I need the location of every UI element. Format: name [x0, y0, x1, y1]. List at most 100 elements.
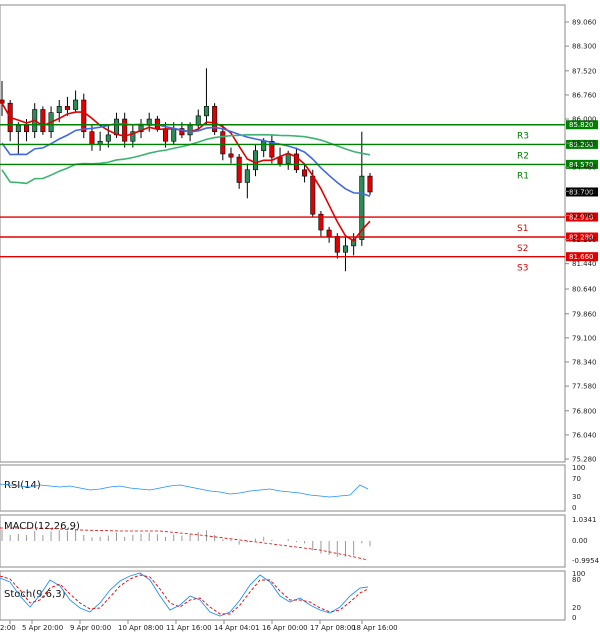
level-price-label: 84.570 — [569, 161, 594, 169]
price-tick-label: 76.040 — [572, 431, 597, 439]
level-price-label: 82.280 — [569, 234, 594, 242]
x-tick-label: 16 Apr 00:00 — [262, 624, 308, 632]
price-tick-label: 89.060 — [572, 19, 597, 27]
level-name-r2: R2 — [517, 151, 529, 161]
candle-bull — [359, 175, 365, 240]
level-price-label: 81.660 — [569, 253, 594, 261]
candle-bull — [56, 106, 62, 113]
x-tick-label: 2:00 — [0, 624, 16, 632]
macd-tick-zero: 0.00 — [572, 537, 588, 545]
price-tick-label: 83.720 — [572, 188, 597, 196]
level-name-r3: R3 — [517, 132, 529, 142]
candle-bear — [154, 118, 160, 129]
price-tick-label: 75.280 — [572, 456, 597, 464]
level-price-label: 82.910 — [569, 214, 594, 222]
candle-bear — [326, 229, 332, 237]
x-tick-label: 5 Apr 20:00 — [22, 624, 63, 632]
x-tick-label: 14 Apr 04:01 — [214, 624, 260, 632]
x-tick-label: 9 Apr 00:00 — [70, 624, 111, 632]
macd-signal-line — [0, 527, 369, 561]
x-tick-label: 10 Apr 08:00 — [118, 624, 164, 632]
candle-bull — [253, 150, 259, 171]
price-tick-label: 85.240 — [572, 140, 597, 148]
stoch-tick-80: 80 — [572, 576, 581, 584]
level-price-label: 85.820 — [569, 121, 594, 129]
level-name-s1: S1 — [517, 224, 528, 234]
stoch-tick-0: 0 — [572, 614, 576, 622]
stoch-tick-20: 20 — [572, 604, 581, 612]
rsi-line — [0, 483, 369, 498]
candle-bear — [318, 213, 324, 231]
candle-bull — [73, 99, 79, 110]
candle-bear — [163, 128, 169, 142]
macd-tick-top: 1.0341 — [572, 516, 597, 524]
price-tick-label: 81.440 — [572, 260, 597, 268]
candle-bear — [302, 169, 308, 177]
candle-bull — [244, 169, 250, 183]
level-price-box — [566, 159, 598, 169]
candle-bear — [220, 131, 226, 155]
price-tick-label: 82.200 — [572, 236, 597, 244]
candle-bull — [105, 134, 111, 142]
level-price-box — [566, 139, 598, 149]
price-tick-label: 78.340 — [572, 358, 597, 366]
candle-bull — [15, 125, 21, 133]
candle-bear — [367, 175, 373, 193]
rsi-tick-100: 100 — [572, 464, 585, 472]
price-tick-label: 79.100 — [572, 334, 597, 342]
level-price-box — [566, 252, 598, 262]
candle-bear — [89, 131, 95, 145]
stoch-pane-frame — [0, 570, 566, 621]
candle-bear — [24, 125, 30, 133]
stoch-main-line — [0, 572, 369, 617]
candle-bear — [269, 140, 275, 158]
price-tick-label: 79.860 — [572, 310, 597, 318]
candle-bear — [228, 153, 234, 158]
stoch-tick-100: 100 — [572, 570, 585, 578]
candle-bull — [113, 118, 119, 136]
rsi-tick-30: 30 — [572, 493, 581, 501]
price-tick-label: 84.480 — [572, 164, 597, 172]
price-tick-label: 86.000 — [572, 116, 597, 124]
candle-bull — [130, 131, 136, 142]
ma-slow-line — [1, 133, 371, 185]
level-name-r1: R1 — [517, 171, 529, 181]
current-price-box — [566, 187, 598, 197]
x-tick-label: 17 Apr 08:00 — [310, 624, 356, 632]
rsi-tick-0: 0 — [572, 504, 576, 512]
candle-bull — [171, 128, 177, 142]
rsi-label: RSI(14) — [4, 480, 41, 491]
level-price-box — [566, 120, 598, 130]
candle-bear — [64, 106, 70, 110]
price-tick-label: 88.300 — [572, 43, 597, 51]
price-tick-label: 87.520 — [572, 67, 597, 75]
price-tick-label: 76.800 — [572, 407, 597, 415]
rsi-tick-70: 70 — [572, 475, 581, 483]
macd-pane-frame — [0, 514, 566, 568]
candle-bear — [0, 99, 5, 104]
level-price-box — [566, 232, 598, 242]
ma-mid-line — [1, 122, 371, 198]
candle-bear — [334, 236, 340, 253]
x-tick-label: 18 Apr 16:00 — [352, 624, 398, 632]
candle-bear — [40, 109, 46, 133]
candle-bull — [342, 245, 348, 253]
candle-bear — [81, 99, 87, 133]
level-name-s2: S2 — [517, 244, 528, 254]
price-tick-label: 80.640 — [572, 286, 597, 294]
level-name-s3: S3 — [517, 264, 528, 274]
macd-label: MACD(12,26,9) — [4, 521, 80, 532]
current-price-label: 83.700 — [569, 188, 594, 196]
candle-bull — [285, 153, 291, 164]
stoch-label: Stoch(9,6,3) — [4, 589, 66, 600]
rsi-pane-frame — [0, 464, 566, 512]
candle-bear — [212, 106, 218, 133]
level-price-box — [566, 212, 598, 222]
main-pane-frame — [0, 4, 566, 463]
candle-bear — [122, 118, 128, 142]
candle-bull — [195, 115, 201, 126]
level-price-label: 85.200 — [569, 141, 594, 149]
candle-bear — [179, 128, 185, 136]
candle-bear — [236, 156, 242, 183]
